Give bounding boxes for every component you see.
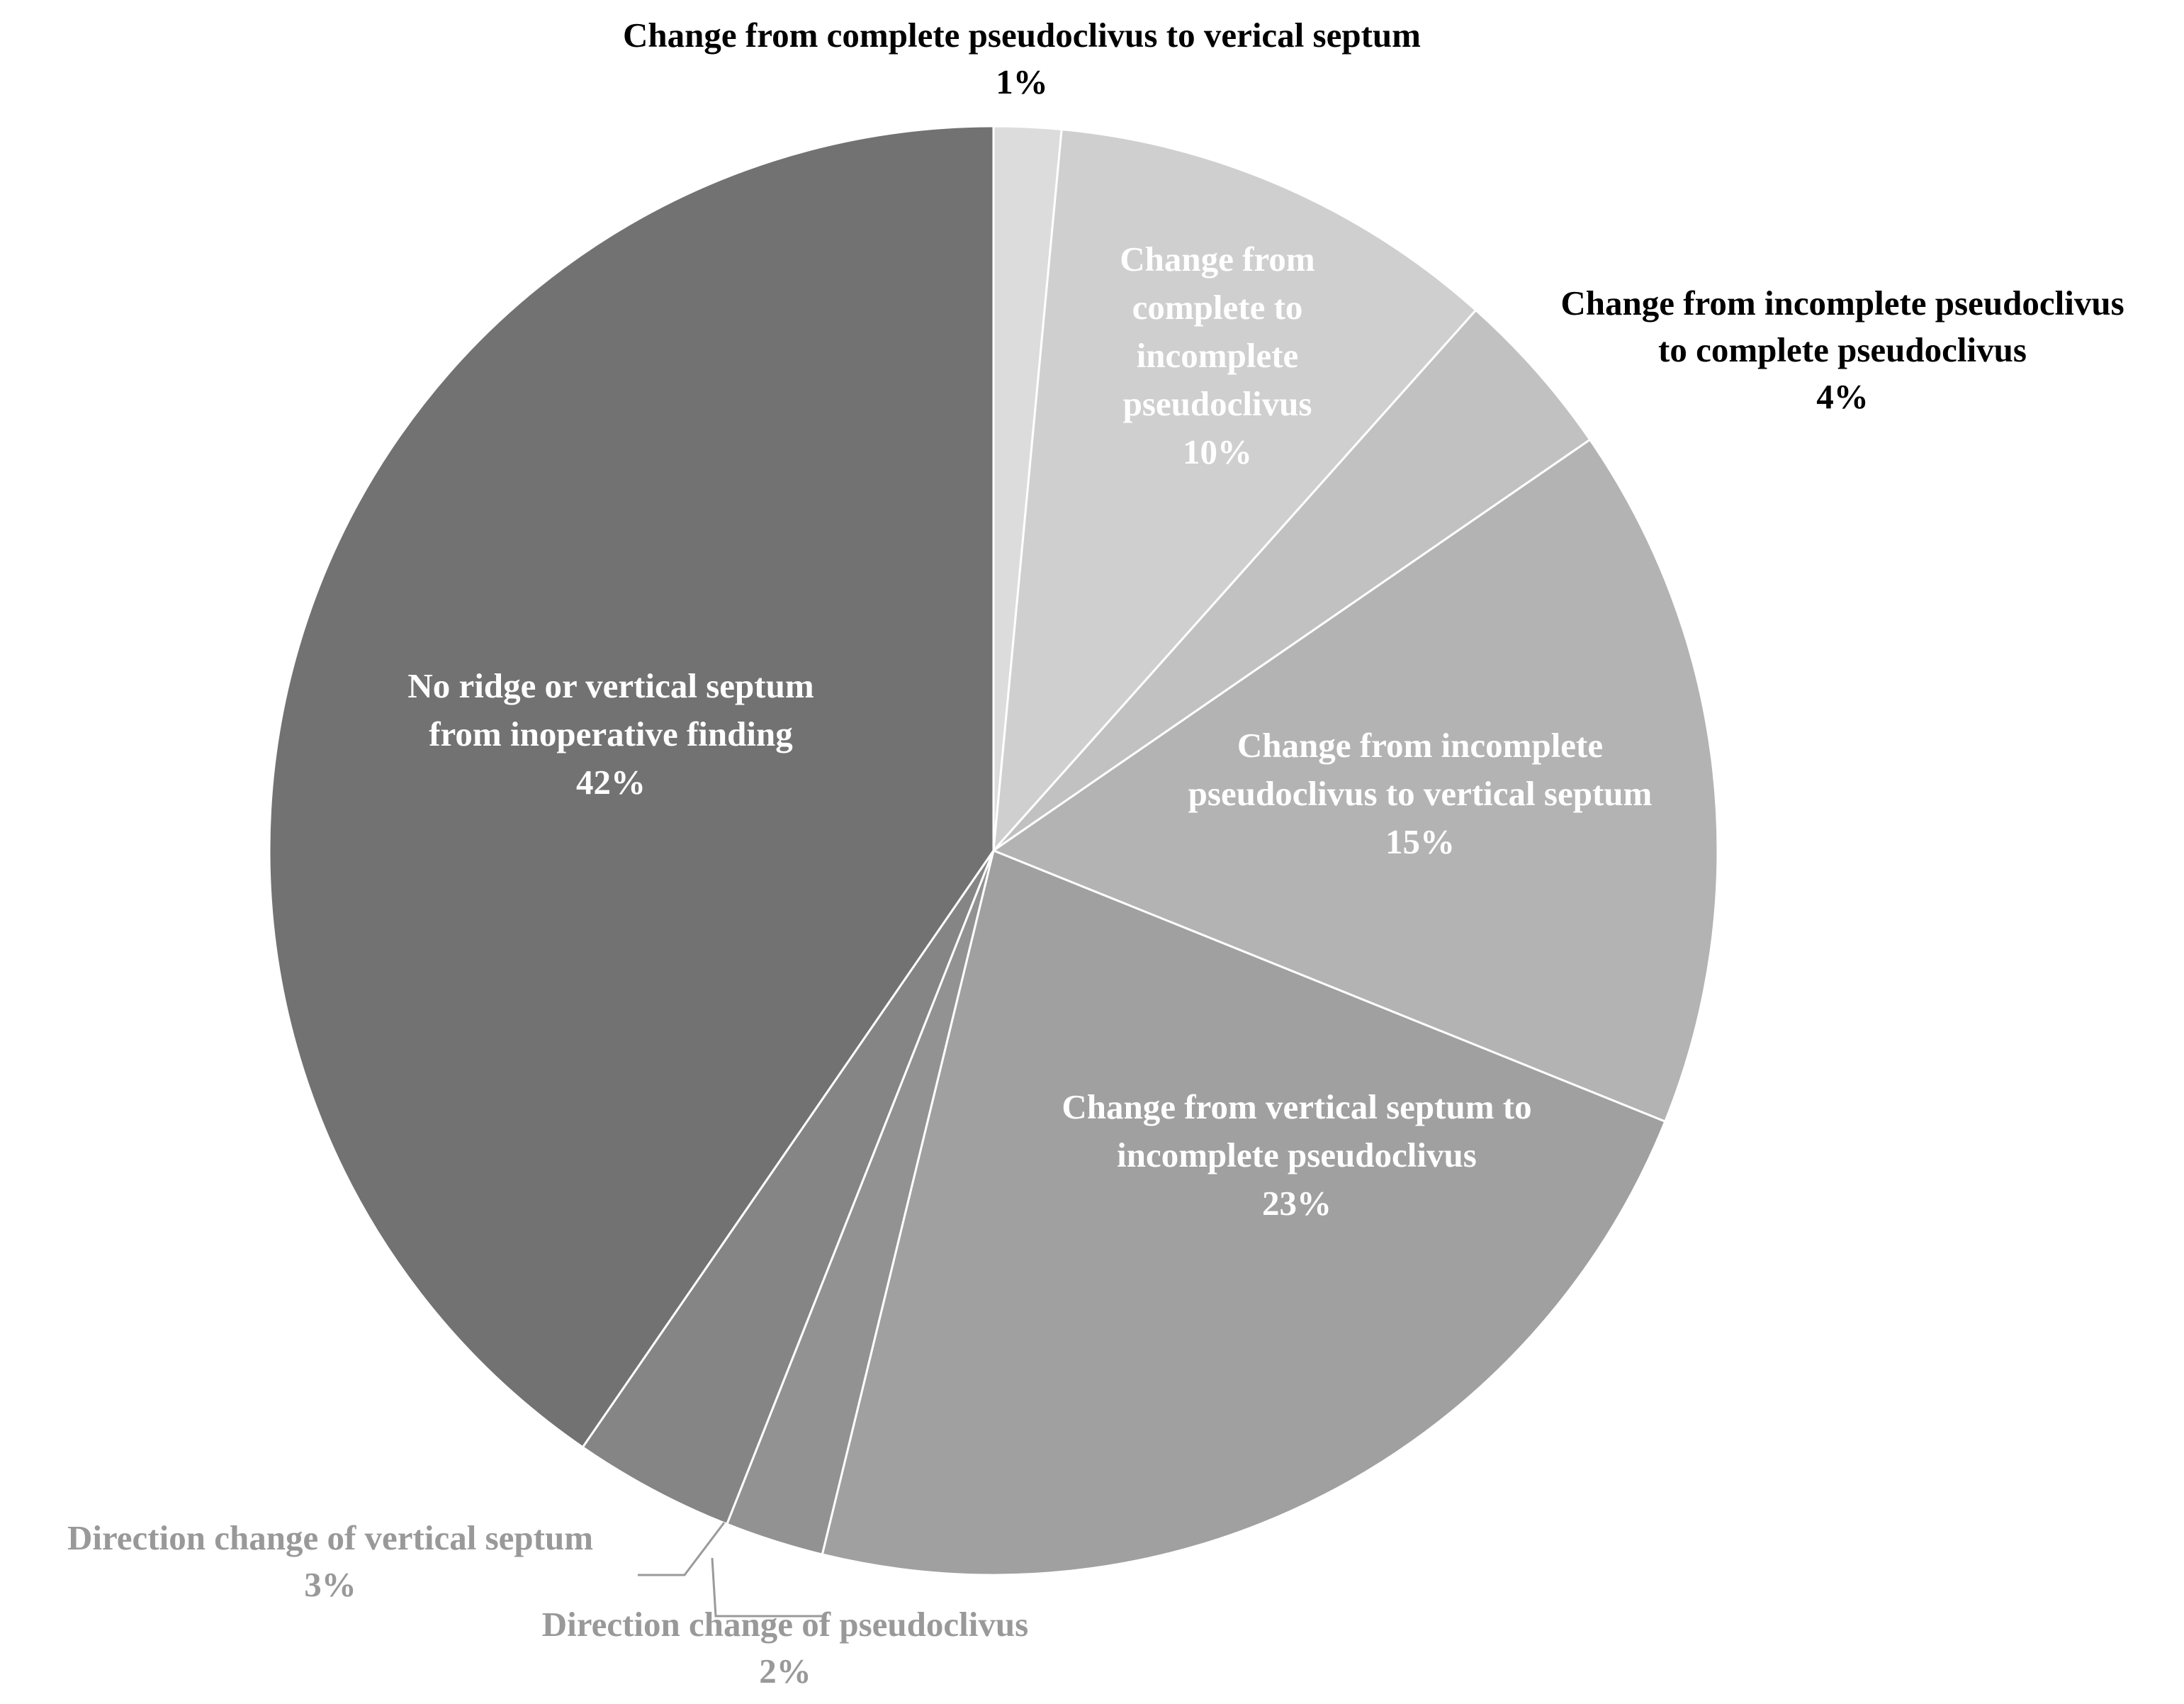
slice-label-5: Change from vertical septum to incomplete… [1062,1087,1531,1223]
pie-slice-3 [992,308,1592,852]
slice-label-line: to complete pseudoclivus [1658,330,2027,369]
slice-label-line: Direction change of vertical septum [67,1518,593,1557]
slice-label-line: Direction change of pseudoclivus [542,1605,1028,1644]
slice-label-1: Change from complete pseudoclivus to ver… [623,16,1421,101]
slice-label-line: incomplete [1137,336,1299,375]
slice-label-line: Change from incomplete [1237,726,1603,765]
slice-label-line: pseudoclivus [1123,384,1312,423]
slice-label-7: Direction change of vertical septum 3% [67,1518,593,1604]
slice-labels: Change from complete pseudoclivus to ver… [67,16,2124,1691]
slice-percent: 15% [1385,822,1455,861]
leader-line-pseudoclivus [711,1557,822,1618]
slice-label-4: Change from incomplete pseudoclivus to ve… [1188,726,1653,861]
slice-label-line: Change from [1120,240,1315,279]
pie-slice-8 [268,125,995,1449]
leader-lines [638,1522,822,1618]
leader-line-vertical-septum [638,1522,726,1576]
slice-percent: 10% [1183,432,1252,471]
slice-label-8: No ridge or vertical septum from inoperat… [407,666,814,802]
slice-label-line: from inoperative finding [429,714,793,753]
pie-slice-5 [821,848,1667,1576]
slice-label-line: Change from vertical septum to [1062,1087,1531,1126]
slice-label-line: complete to [1132,288,1303,327]
slice-label-6: Direction change of pseudoclivus 2% [542,1605,1028,1691]
slice-label-line: No ridge or vertical septum [407,666,814,705]
slice-label-2: Change from complete to incomplete pseudocl… [1120,240,1315,471]
slice-percent: 2% [759,1652,811,1691]
pie-slice-2 [992,128,1477,854]
slice-percent: 23% [1262,1184,1332,1223]
slice-percent: 4% [1816,377,1869,416]
slice-label-line: pseudoclivus to vertical septum [1188,774,1653,813]
slice-percent: 3% [304,1565,356,1604]
slice-percent: 1% [996,62,1048,101]
slice-percent: 42% [576,763,646,802]
pie-slice-4 [991,438,1719,1123]
slice-label-line: Change from complete pseudoclivus to ver… [623,16,1421,55]
slice-label-3: Change from incomplete pseudoclivus to co… [1560,284,2124,416]
pie-slices [268,125,1719,1576]
slice-label-line: incomplete pseudoclivus [1117,1136,1477,1175]
slice-label-line: Change from incomplete pseudoclivus [1560,284,2124,323]
